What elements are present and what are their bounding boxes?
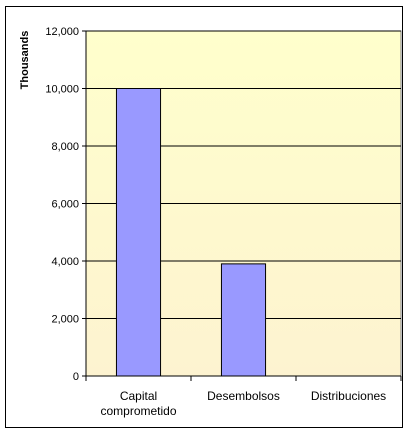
y-tick-label: 8,000 [51, 141, 79, 153]
y-tick-label: 12,000 [45, 26, 79, 38]
y-tick-label: 10,000 [45, 84, 79, 96]
y-tick-label: 6,000 [51, 199, 79, 211]
x-category-label: Desembolsos [207, 389, 280, 403]
y-tick-label: 4,000 [51, 256, 79, 268]
y-axis-title: Thousands [19, 31, 31, 90]
y-tick-label: 2,000 [51, 314, 79, 326]
x-category-label: Distribuciones [311, 389, 386, 403]
y-tick-label: 0 [73, 371, 79, 383]
bar [115, 88, 162, 377]
bar [220, 263, 267, 377]
x-axis-labels: Capital comprometido Desembolsos Distribuci… [100, 389, 386, 418]
x-category-label: Capital comprometido [100, 389, 176, 418]
y-axis-ticks: 0 2,000 4,000 6,000 8,000 10,000 12,000 [45, 26, 86, 383]
bars [115, 88, 267, 377]
